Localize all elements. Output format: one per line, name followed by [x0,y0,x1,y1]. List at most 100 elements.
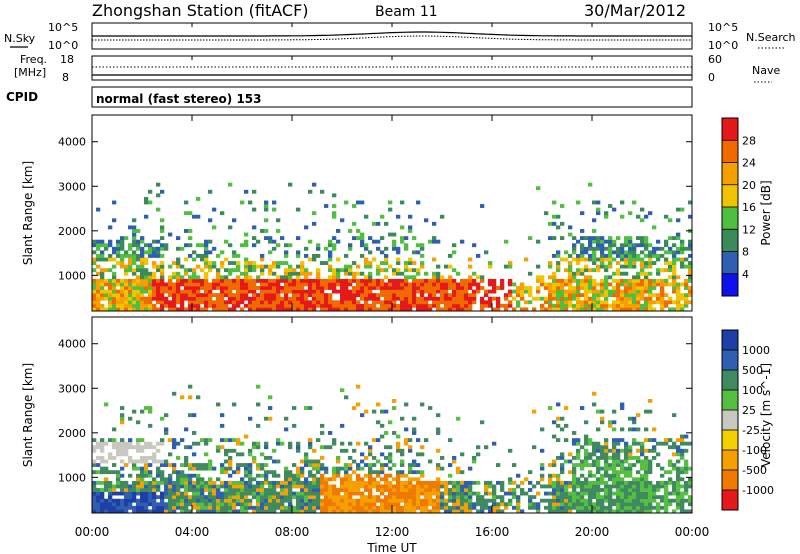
velocity-cell [224,491,229,496]
power-cell [280,307,285,312]
velocity-cell [436,484,441,489]
power-cell [240,300,245,305]
power-cell [460,293,465,298]
velocity-cell [136,502,141,507]
velocity-cell [668,470,673,475]
velocity-cell [448,473,453,478]
power-cell [140,271,145,276]
power-cell [564,250,569,255]
velocity-cell [100,455,105,460]
velocity-cell [272,488,277,492]
colorbar-tick-label: -500 [742,464,767,477]
time-x-ticks: 00:00 04:00 08:00 12:00 16:00 20:00 00:00 [75,23,709,539]
velocity-cell [312,505,317,510]
velocity-cell [356,502,361,507]
velocity-cell [296,477,301,482]
velocity-cell [396,502,401,507]
velocity-cell [492,488,497,492]
velocity-cell [108,509,113,514]
power-cell [616,246,621,251]
velocity-cell [136,445,141,450]
velocity-cell [608,498,613,503]
velocity-cell [492,441,497,446]
velocity-cell [652,448,657,453]
power-cell [408,293,413,298]
velocity-cell [168,452,173,457]
velocity-cell [308,459,313,464]
velocity-cell [388,491,393,496]
colorbar-swatch [722,370,738,391]
velocity-cell [600,416,605,421]
power-cell [652,253,657,258]
power-cell [272,282,277,287]
velocity-cell [484,502,489,507]
velocity-cell [340,388,345,393]
power-cell [396,289,401,294]
power-cell [508,293,513,298]
velocity-cell [256,484,261,489]
velocity-cell [320,488,325,492]
velocity-cell [440,502,445,507]
power-cell [436,296,441,301]
power-cell [580,253,585,258]
power-cell [584,264,589,269]
power-cell [544,282,549,287]
power-cell [364,293,369,298]
velocity-cell [424,480,429,485]
power-cell [284,268,289,273]
power-cell [584,250,589,255]
nsky-label: N.Sky [4,32,36,45]
power-cell [300,261,305,265]
velocity-cell [256,488,261,492]
velocity-cell [632,455,637,460]
power-cell [136,253,141,258]
velocity-cell [460,491,465,496]
velocity-cell [264,477,269,482]
velocity-cell [108,470,113,475]
velocity-cell [280,502,285,507]
velocity-cell [496,502,501,507]
velocity-cell [268,488,273,492]
power-cell [408,229,413,233]
power-cell [308,303,313,308]
velocity-cell [476,495,481,500]
power-cell [424,289,429,294]
power-cell [600,261,605,265]
power-cell [600,264,605,269]
velocity-cell [552,495,557,500]
velocity-cell [576,495,581,500]
power-cell [648,257,653,262]
velocity-cell [180,484,185,489]
power-cell [432,300,437,305]
velocity-cell [156,484,161,489]
power-cell [128,300,133,305]
power-cell [296,307,301,312]
velocity-cell [604,491,609,496]
power-cell [148,189,153,194]
velocity-cell [240,491,245,496]
velocity-cell [632,463,637,467]
power-cell [200,268,205,273]
velocity-cell [500,502,505,507]
velocity-cell [220,480,225,485]
power-cell [436,271,441,276]
velocity-cell [640,505,645,510]
power-cell [332,246,337,251]
power-cell [452,243,457,248]
power-cell [120,278,125,283]
power-cell [96,243,101,248]
velocity-cell [416,438,421,443]
velocity-cell [616,463,621,467]
velocity-cell [680,477,685,482]
power-cell [352,296,357,301]
velocity-cell [616,491,621,496]
power-cell [304,268,309,273]
velocity-cell [304,463,309,467]
power-cell [264,307,269,312]
velocity-cell [92,509,97,514]
power-cell [312,303,317,308]
power-cell [160,236,165,241]
velocity-cell [388,420,393,425]
velocity-cell [584,498,589,503]
velocity-cell [304,505,309,510]
